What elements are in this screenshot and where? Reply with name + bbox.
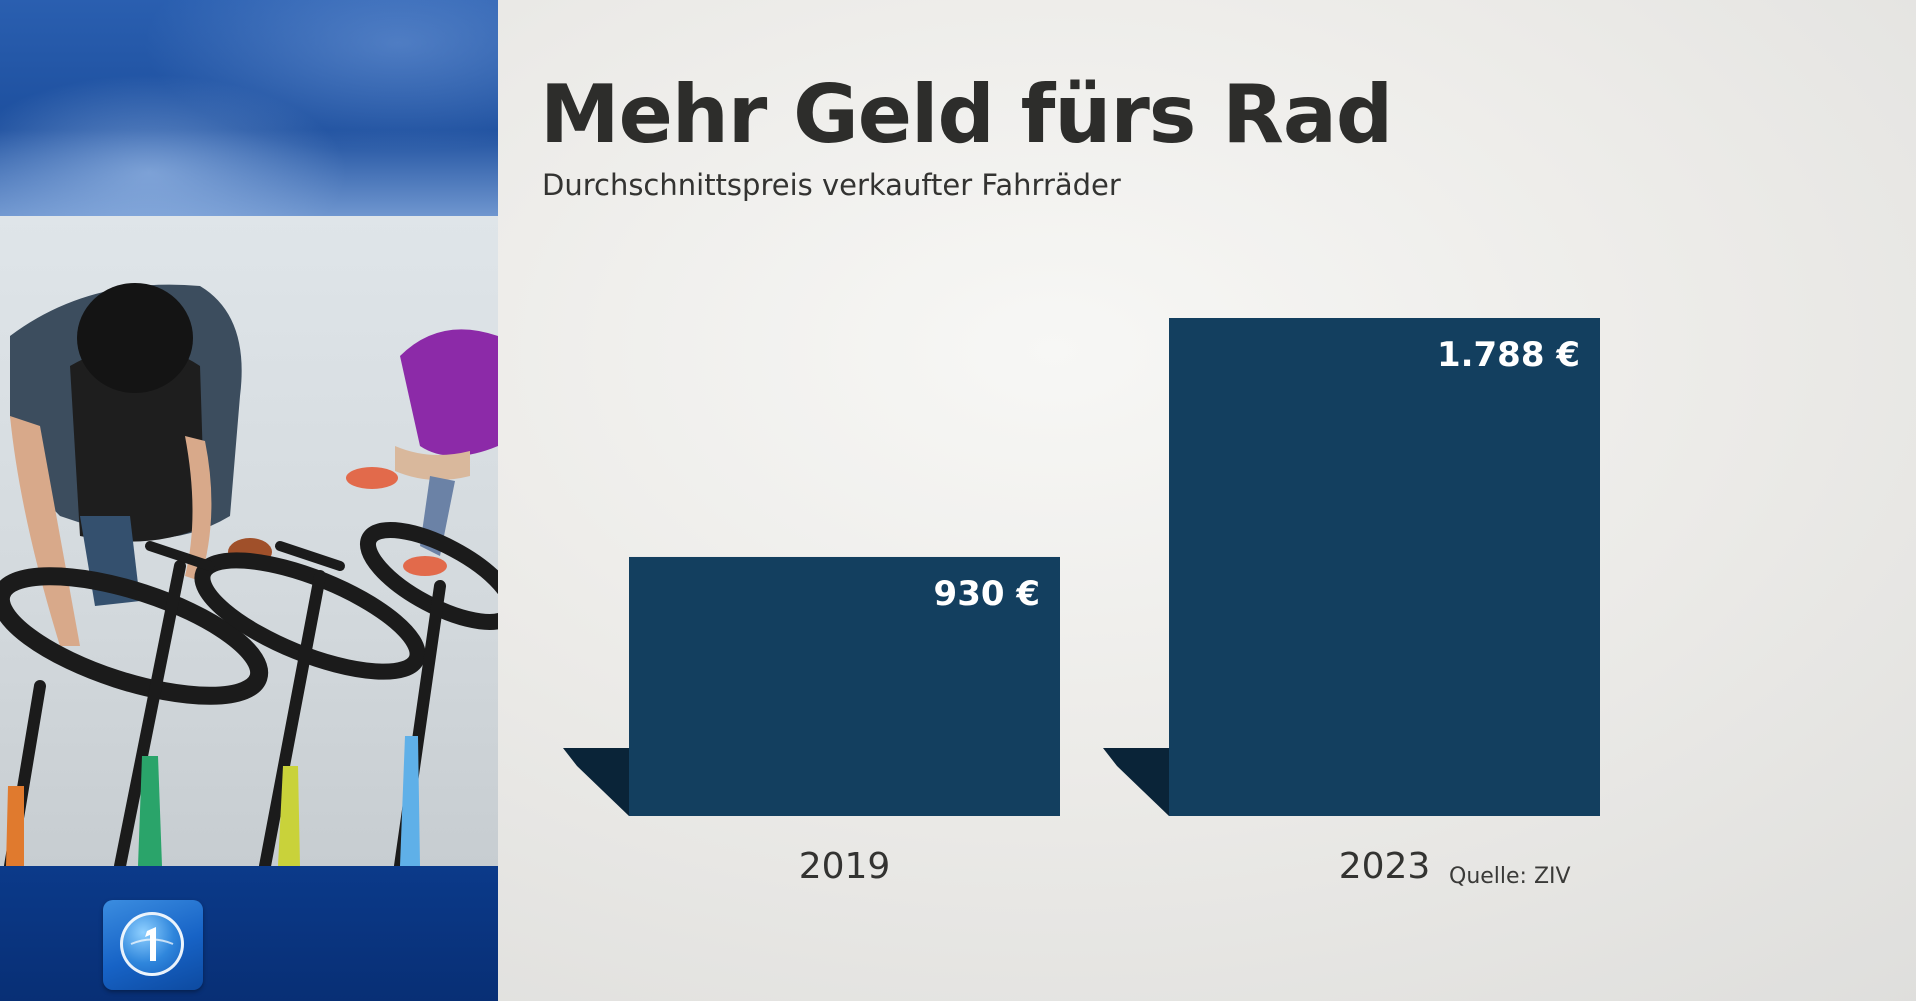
data-label-2019: 930 € [934, 574, 1040, 614]
branding-bar [0, 866, 498, 1001]
bar-2023 [1169, 318, 1600, 816]
bar-2019 [629, 556, 1060, 816]
source-note: Quelle: ZIV [1449, 864, 1571, 889]
world-map-band [0, 0, 498, 216]
bar-shadow [1103, 748, 1169, 816]
tagesschau-logo-icon [103, 900, 203, 990]
bar-shadow [563, 748, 629, 816]
left-panel [0, 0, 498, 1001]
chart-subtitle: Durchschnittspreis verkaufter Fahrräder [542, 168, 1121, 202]
x-tick-label-2019: 2019 [799, 846, 891, 887]
bike-shop-photo [0, 216, 498, 866]
chart-title: Mehr Geld fürs Rad [540, 68, 1393, 161]
data-label-2023: 1.788 € [1437, 335, 1580, 375]
x-tick-label-2023: 2023 [1339, 846, 1431, 887]
